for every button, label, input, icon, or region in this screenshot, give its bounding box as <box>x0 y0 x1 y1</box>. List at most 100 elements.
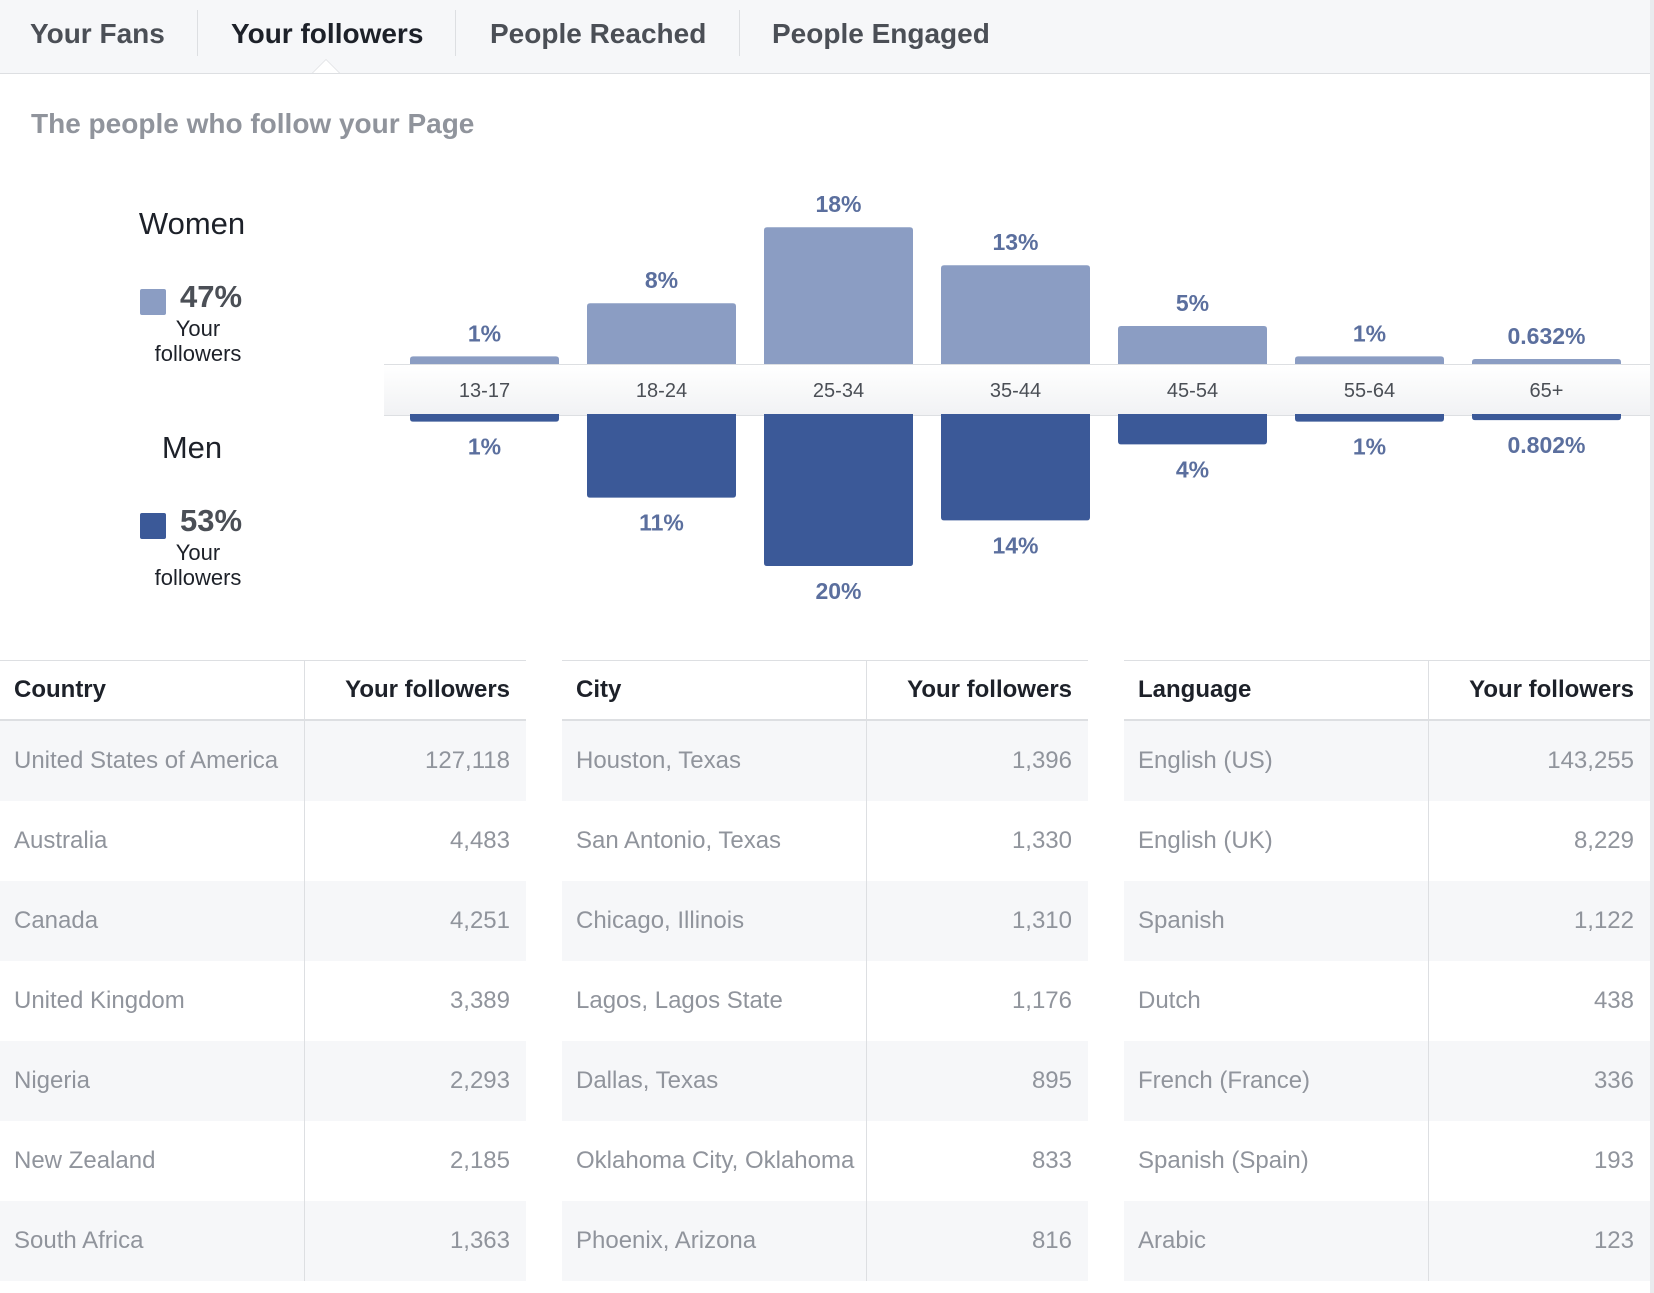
column-divider <box>304 1121 305 1201</box>
city-column-header[interactable]: City <box>576 676 622 703</box>
table-row: United States of America 127,118 <box>0 721 526 801</box>
tab-divider <box>197 10 198 56</box>
table-row: Oklahoma City, Oklahoma 833 <box>562 1121 1088 1201</box>
country-column-header[interactable]: Country <box>14 676 106 703</box>
row-name: Arabic <box>1138 1227 1207 1254</box>
age-tick-label: 65+ <box>1530 380 1564 402</box>
men-bar-18-24 <box>587 414 736 498</box>
men-value-label: 4% <box>1176 456 1209 482</box>
age-tick-label: 18-24 <box>636 380 687 402</box>
followers-column-header[interactable]: Your followers <box>345 676 510 703</box>
age-tick-label: 45-54 <box>1167 380 1218 402</box>
table-header: City Your followers <box>562 660 1088 721</box>
tab-your-followers[interactable]: Your followers <box>231 18 424 49</box>
language-table-body: English (US) 143,255 English (UK) 8,229 Span… <box>1124 721 1650 1281</box>
men-bar-55-64 <box>1295 414 1444 422</box>
row-name: Australia <box>14 827 108 854</box>
legend-women-sub1: Your <box>175 316 221 341</box>
age-tick-label: 55-64 <box>1344 380 1395 402</box>
table-row: Phoenix, Arizona 816 <box>562 1201 1088 1281</box>
row-value: 193 <box>1593 1147 1634 1174</box>
row-value: 123 <box>1593 1227 1634 1254</box>
column-divider <box>866 881 867 961</box>
table-row: Nigeria 2,293 <box>0 1041 526 1121</box>
table-row: French (France) 336 <box>1124 1041 1650 1121</box>
column-divider <box>1428 661 1429 719</box>
men-value-label: 14% <box>992 532 1038 558</box>
table-row: New Zealand 2,185 <box>0 1121 526 1201</box>
column-divider <box>1428 721 1429 801</box>
legend-men-swatch <box>140 513 166 539</box>
legend-men-percent: 53% <box>180 503 243 538</box>
followers-column-header[interactable]: Your followers <box>1469 676 1634 703</box>
column-divider <box>866 721 867 801</box>
language-table: Language Your followers English (US) 143,… <box>1124 660 1650 1281</box>
row-value: 8,229 <box>1573 827 1634 854</box>
table-row: San Antonio, Texas 1,330 <box>562 801 1088 881</box>
table-row: South Africa 1,363 <box>0 1201 526 1281</box>
table-row: United Kingdom 3,389 <box>0 961 526 1041</box>
row-value: 143,255 <box>1547 747 1634 774</box>
row-value: 2,185 <box>449 1147 510 1174</box>
table-row: Canada 4,251 <box>0 881 526 961</box>
row-name: French (France) <box>1138 1067 1311 1094</box>
age-tick-label: 25-34 <box>813 380 864 402</box>
country-table: Country Your followers United States of … <box>0 660 526 1281</box>
men-bar-65+ <box>1472 414 1621 421</box>
men-bar-25-34 <box>764 414 913 566</box>
row-name: United States of America <box>14 747 279 774</box>
table-row: Dutch 438 <box>1124 961 1650 1041</box>
row-name: Chicago, Illinois <box>576 907 745 934</box>
column-divider <box>866 1041 867 1121</box>
row-name: New Zealand <box>14 1147 156 1174</box>
row-name: Phoenix, Arizona <box>576 1227 757 1254</box>
column-divider <box>1428 961 1429 1041</box>
row-name: Nigeria <box>14 1067 91 1094</box>
row-value: 816 <box>1031 1227 1072 1254</box>
active-tab-caret-fill <box>313 60 339 73</box>
row-name: English (US) <box>1138 747 1273 774</box>
followers-column-header[interactable]: Your followers <box>907 676 1072 703</box>
women-value-label: 8% <box>645 267 678 293</box>
age-tick-label: 35-44 <box>990 380 1041 402</box>
column-divider <box>304 721 305 801</box>
table-row: Spanish 1,122 <box>1124 881 1650 961</box>
column-divider <box>866 961 867 1041</box>
row-name: English (UK) <box>1138 827 1273 854</box>
column-divider <box>1428 1121 1429 1201</box>
tab-people-engaged[interactable]: People Engaged <box>772 18 990 49</box>
column-divider <box>866 1201 867 1281</box>
men-bar-35-44 <box>941 414 1090 521</box>
tab-divider <box>739 10 740 56</box>
tab-bar: Your Fans Your followers People Reached … <box>0 0 1650 74</box>
table-row: English (UK) 8,229 <box>1124 801 1650 881</box>
women-bar-13-17 <box>410 356 559 364</box>
column-divider <box>304 881 305 961</box>
men-value-label: 0.802% <box>1507 432 1585 458</box>
tab-your-fans[interactable]: Your Fans <box>30 18 165 49</box>
age-gender-chart: 1% 1% 13-17 8% 11% 18-24 18% 20% 25-34 13% 14% 35-4… <box>410 191 1621 604</box>
men-value-label: 20% <box>815 578 861 604</box>
men-value-label: 1% <box>468 434 501 460</box>
men-value-label: 1% <box>1353 434 1386 460</box>
row-value: 833 <box>1031 1147 1072 1174</box>
row-name: San Antonio, Texas <box>576 827 782 854</box>
row-name: South Africa <box>14 1227 144 1254</box>
column-divider <box>866 1121 867 1201</box>
city-table-body: Houston, Texas 1,396 San Antonio, Texas 1,3… <box>562 721 1088 1281</box>
column-divider <box>304 661 305 719</box>
women-value-label: 18% <box>815 191 861 217</box>
row-name: Spanish (Spain) <box>1138 1147 1309 1174</box>
language-column-header[interactable]: Language <box>1138 676 1252 703</box>
table-row: English (US) 143,255 <box>1124 721 1650 801</box>
age-tick-label: 13-17 <box>459 380 510 402</box>
country-table-body: United States of America 127,118 Australia… <box>0 721 526 1281</box>
tab-people-reached[interactable]: People Reached <box>490 18 707 49</box>
column-divider <box>1428 881 1429 961</box>
row-name: Dallas, Texas <box>576 1067 719 1094</box>
age-axis-band <box>384 364 1650 416</box>
women-bar-25-34 <box>764 227 913 364</box>
table-header: Language Your followers <box>1124 660 1650 721</box>
row-value: 1,176 <box>1011 987 1072 1014</box>
column-divider <box>304 1201 305 1281</box>
